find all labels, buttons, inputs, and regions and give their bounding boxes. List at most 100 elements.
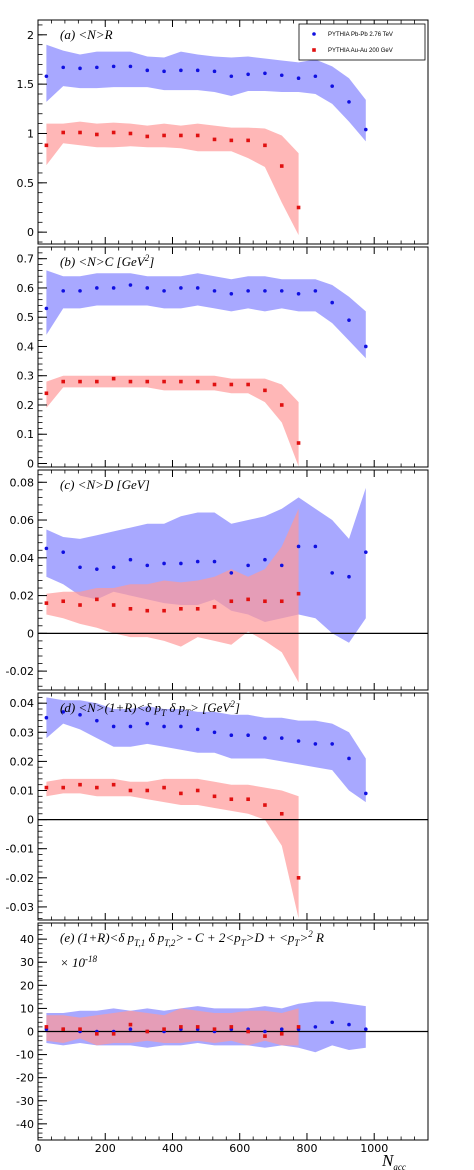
point-pbpb bbox=[313, 1025, 318, 1029]
point-auau bbox=[296, 1025, 301, 1029]
point-auau bbox=[246, 597, 250, 602]
y-tick-label: -0.01 bbox=[6, 843, 34, 856]
y-tick-label: 0.5 bbox=[17, 177, 35, 190]
point-auau bbox=[44, 391, 49, 396]
y-tick-label: -30 bbox=[16, 1095, 34, 1108]
point-pbpb bbox=[229, 292, 234, 296]
point-auau bbox=[212, 137, 217, 142]
x-tick-label: 400 bbox=[162, 1142, 183, 1155]
point-pbpb bbox=[347, 574, 351, 579]
y-tick-label: 30 bbox=[20, 956, 34, 969]
point-auau bbox=[95, 785, 99, 790]
y-tick-label: 0.02 bbox=[10, 590, 35, 603]
point-auau bbox=[279, 403, 284, 407]
band-pbpb bbox=[46, 270, 366, 359]
point-pbpb bbox=[78, 66, 82, 71]
point-pbpb bbox=[229, 571, 234, 575]
panel-title: (a) <N>R bbox=[60, 27, 113, 42]
point-pbpb bbox=[179, 286, 183, 290]
panel-title: (d) <N>(1+R)<δ pT δ pT> [GeV2] bbox=[60, 699, 240, 718]
point-auau bbox=[128, 788, 133, 793]
point-pbpb bbox=[313, 74, 318, 79]
point-pbpb bbox=[162, 724, 166, 729]
point-pbpb bbox=[44, 306, 49, 311]
y-tick-label: -10 bbox=[16, 1049, 34, 1062]
point-auau bbox=[212, 794, 217, 799]
point-auau bbox=[44, 601, 49, 605]
point-auau bbox=[229, 138, 234, 143]
point-auau bbox=[78, 782, 82, 787]
point-auau bbox=[246, 797, 250, 802]
point-pbpb bbox=[61, 289, 66, 293]
point-pbpb bbox=[347, 100, 351, 104]
point-auau bbox=[263, 143, 267, 148]
y-tick-label: 0.08 bbox=[10, 476, 35, 489]
point-pbpb bbox=[246, 563, 250, 568]
point-auau bbox=[296, 591, 301, 596]
point-auau bbox=[279, 1032, 284, 1036]
y-tick-label: 10 bbox=[20, 1002, 34, 1015]
y-tick-label: -0.02 bbox=[6, 665, 34, 678]
point-auau bbox=[44, 785, 49, 790]
point-pbpb bbox=[212, 69, 217, 74]
point-auau bbox=[95, 132, 99, 137]
band-auau bbox=[46, 375, 299, 467]
point-pbpb bbox=[279, 289, 284, 293]
point-pbpb bbox=[179, 561, 183, 566]
x-tick-label: 800 bbox=[296, 1142, 317, 1155]
point-pbpb bbox=[229, 733, 234, 737]
band-pbpb bbox=[46, 44, 366, 142]
point-pbpb bbox=[195, 286, 200, 290]
point-auau bbox=[128, 131, 133, 136]
point-pbpb bbox=[128, 64, 133, 69]
x-tick-label: 600 bbox=[229, 1142, 250, 1155]
point-auau bbox=[195, 788, 200, 793]
point-auau bbox=[246, 382, 250, 387]
panel-frame bbox=[37, 692, 429, 921]
point-auau bbox=[296, 205, 301, 210]
point-auau bbox=[246, 138, 250, 143]
y-tick-label: 0.02 bbox=[10, 755, 35, 768]
band-auau bbox=[46, 1008, 299, 1046]
point-pbpb bbox=[263, 71, 267, 76]
point-auau bbox=[95, 379, 99, 384]
point-pbpb bbox=[195, 68, 200, 73]
point-auau bbox=[229, 1025, 234, 1029]
point-pbpb bbox=[296, 544, 301, 549]
point-auau bbox=[263, 599, 267, 604]
point-pbpb bbox=[95, 286, 99, 290]
point-auau bbox=[263, 1034, 267, 1038]
point-pbpb bbox=[313, 289, 318, 293]
point-auau bbox=[95, 1032, 99, 1036]
point-pbpb bbox=[44, 546, 49, 551]
point-auau bbox=[44, 143, 49, 148]
y-tick-label: 0.03 bbox=[10, 726, 35, 739]
point-pbpb bbox=[44, 715, 49, 720]
point-auau bbox=[61, 379, 66, 384]
point-pbpb bbox=[279, 73, 284, 78]
y-tick-label: 0 bbox=[27, 1026, 34, 1039]
y-tick-label: -0.02 bbox=[6, 872, 34, 885]
x-tick-label: 0 bbox=[35, 1142, 42, 1155]
point-pbpb bbox=[263, 289, 267, 293]
point-pbpb bbox=[330, 1020, 334, 1025]
point-auau bbox=[61, 785, 66, 790]
point-auau bbox=[128, 379, 133, 384]
panel-scale-factor: × 10-18 bbox=[60, 954, 98, 970]
point-auau bbox=[179, 1025, 183, 1029]
y-tick-label: 0 bbox=[27, 627, 34, 640]
point-pbpb bbox=[279, 736, 284, 740]
point-auau bbox=[78, 130, 82, 135]
point-pbpb bbox=[179, 68, 183, 73]
point-pbpb bbox=[263, 1029, 267, 1034]
x-axis-title: Nacc bbox=[381, 1151, 406, 1170]
panel-a: 00.511.52 (a) <N>R PYTHIA Pb-Pb 2.76 TeVPY… bbox=[17, 19, 429, 245]
point-auau bbox=[195, 606, 200, 611]
point-auau bbox=[212, 382, 217, 387]
point-pbpb bbox=[246, 733, 250, 737]
point-pbpb bbox=[364, 550, 368, 554]
y-tick-label: 0 bbox=[27, 814, 34, 827]
y-tick-label: 0.04 bbox=[10, 552, 35, 565]
point-pbpb bbox=[145, 563, 150, 568]
